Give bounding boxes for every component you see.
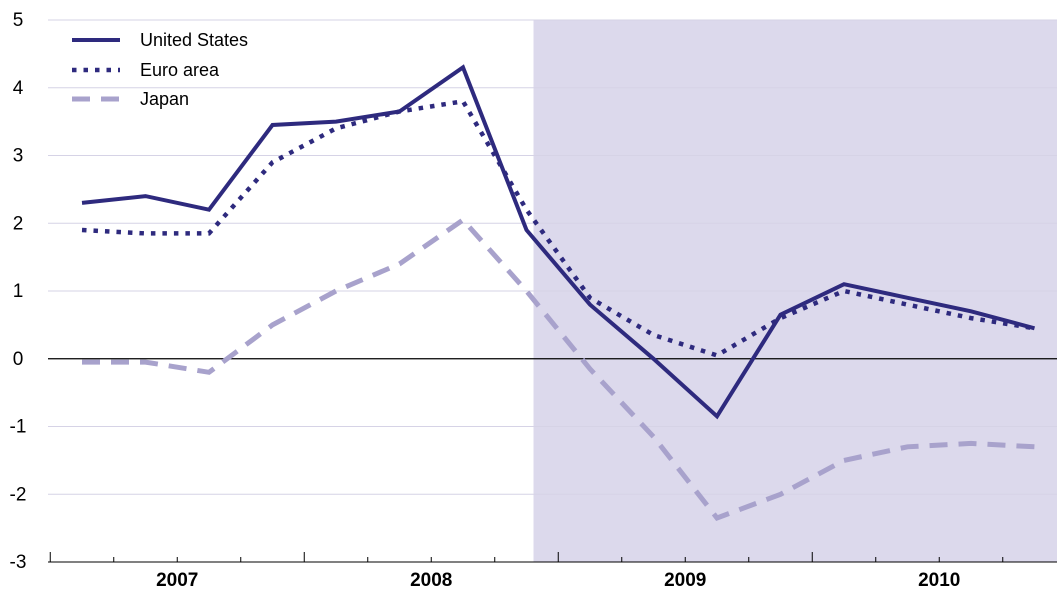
x-year-label-2010: 2010 (918, 570, 960, 591)
series-line-euro-area (81, 98, 1035, 358)
y-tick-label: 0 (13, 349, 24, 370)
y-tick-label: 3 (13, 146, 24, 167)
legend-label-euro-area: Euro area (140, 60, 220, 80)
y-tick-label: 1 (13, 281, 24, 302)
series-line-japan (82, 216, 1035, 521)
y-tick-labels: 5 4 3 2 1 0 -1 -2 -3 (10, 10, 27, 573)
y-tick-label: -1 (10, 417, 27, 438)
x-year-label-2009: 2009 (664, 570, 706, 591)
legend-label-japan: Japan (140, 89, 189, 109)
x-axis (48, 552, 1057, 563)
series-line-united-states (81, 64, 1036, 420)
series-lines (81, 64, 1036, 521)
legend: United States Euro area Japan (72, 30, 248, 109)
y-tick-label: -2 (10, 484, 27, 505)
y-tick-label: -3 (10, 552, 27, 573)
y-tick-label: 2 (13, 213, 24, 234)
x-year-labels: 2007 2008 2009 2010 (156, 570, 960, 591)
y-tick-label: 4 (13, 78, 24, 99)
x-year-label-2007: 2007 (156, 570, 198, 591)
legend-label-united-states: United States (140, 30, 248, 50)
y-tick-label: 5 (13, 10, 24, 31)
x-year-label-2008: 2008 (410, 570, 452, 591)
